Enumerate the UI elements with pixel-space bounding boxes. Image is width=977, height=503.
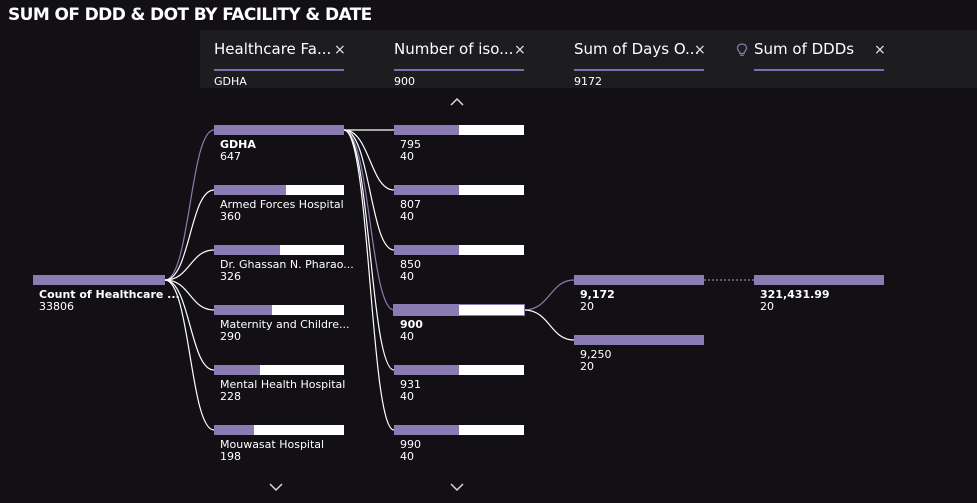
node-value: 40 [400,390,414,403]
link-root-to-mouwasat [164,279,215,431]
node-value: 40 [400,330,414,343]
link-900-to-9172 [523,279,575,311]
node-label: 9,172 [580,288,615,301]
node-value: 198 [220,450,241,463]
node-bar-fill [214,125,344,135]
level-header-title: Healthcare Fa... [214,40,332,58]
node-bar-track [394,185,524,195]
node-label: 795 [400,138,421,151]
node-value: 360 [220,210,241,223]
node-bar-track [214,305,344,315]
node-label: Maternity and Childre... [220,318,350,331]
visual-title: SUM OF DDD & DOT BY FACILITY & DATE [8,5,372,25]
close-icon[interactable]: × [694,42,706,58]
close-icon[interactable]: × [874,42,886,58]
node-bar-fill [394,305,459,315]
link-root-to-ghassan [164,249,215,281]
close-icon[interactable]: × [334,42,346,58]
node-bar-track [214,425,344,435]
level-header-title: Number of iso... [394,40,514,58]
level-header-underline [574,69,704,71]
node-bar-fill [33,275,165,285]
node-bar-fill [214,425,254,435]
link-gdha-to-990 [343,129,395,431]
level-header-title: Sum of Days O... [574,40,700,58]
chevron-up-icon[interactable] [449,97,465,107]
level-header-underline [754,69,884,71]
node-value: 228 [220,390,241,403]
node-label: 931 [400,378,421,391]
node-label: GDHA [220,138,256,151]
node-bar-fill [214,365,260,375]
node-bar-fill [394,425,459,435]
chevron-down-icon[interactable] [268,482,284,492]
link-root-to-mental-health [164,279,215,371]
link-root-to-gdha [164,129,215,281]
node-label: 990 [400,438,421,451]
node-value: 326 [220,270,241,283]
node-bar-track [394,245,524,255]
node-label: Armed Forces Hospital [220,198,344,211]
node-bar-track [394,125,524,135]
node-label: Dr. Ghassan N. Pharao... [220,258,354,271]
node-bar-fill [394,245,459,255]
link-gdha-to-850 [343,129,395,251]
node-bar-fill [394,365,459,375]
link-900-to-9250 [523,309,575,341]
level-header-title: Sum of DDDs [754,40,855,58]
link-gdha-to-931 [343,129,395,371]
node-label: 807 [400,198,421,211]
node-value: 40 [400,270,414,283]
close-icon[interactable]: × [514,42,526,58]
node-value: 40 [400,450,414,463]
selected-node-outline [393,304,525,316]
node-label: Count of Healthcare ... [39,288,180,301]
link-root-to-armed-forces [164,189,215,281]
node-bar-fill [394,185,459,195]
node-value: 33806 [39,300,74,313]
link-gdha-to-900 [343,129,395,311]
node-bar-track [394,305,524,315]
node-label: Mental Health Hospital [220,378,346,391]
node-bar-fill [214,305,272,315]
node-bar-fill [214,185,286,195]
link-gdha-to-807 [343,129,395,191]
node-label: 321,431.99 [760,288,830,301]
node-label: 9,250 [580,348,612,361]
decomposition-tree-header [200,30,977,88]
level-header-value: 9172 [574,75,602,88]
level-header-value: GDHA [214,75,247,88]
chevron-down-icon[interactable] [449,482,465,492]
node-bar-fill [754,275,884,285]
node-bar-track [394,425,524,435]
node-value: 20 [580,300,594,313]
lightbulb-icon [736,43,748,56]
link-root-to-maternity [164,279,215,311]
node-value: 20 [580,360,594,373]
level-header-underline [214,69,344,71]
node-bar-fill [394,125,459,135]
node-bar-fill [574,275,704,285]
node-bar-track [394,365,524,375]
node-bar-track [214,365,344,375]
node-value: 40 [400,150,414,163]
node-bar-fill [214,245,280,255]
level-header-underline [394,69,524,71]
node-value: 20 [760,300,774,313]
node-bar-fill [574,335,704,345]
node-value: 290 [220,330,241,343]
node-label: Mouwasat Hospital [220,438,325,451]
level-header-value: 900 [394,75,415,88]
node-value: 40 [400,210,414,223]
node-label: 900 [400,318,423,331]
node-value: 647 [220,150,241,163]
node-label: 850 [400,258,421,271]
